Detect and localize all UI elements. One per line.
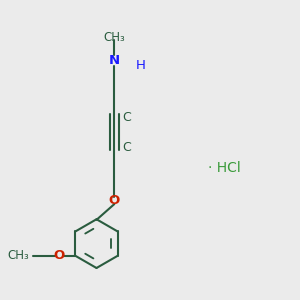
Text: CH₃: CH₃: [103, 31, 125, 44]
Text: H: H: [136, 59, 146, 72]
Text: C: C: [122, 140, 130, 154]
Text: C: C: [122, 111, 130, 124]
Text: N: N: [109, 54, 120, 67]
Text: · HCl: · HCl: [208, 161, 241, 175]
Text: O: O: [54, 249, 65, 262]
Text: CH₃: CH₃: [8, 249, 30, 262]
Text: O: O: [109, 194, 120, 207]
